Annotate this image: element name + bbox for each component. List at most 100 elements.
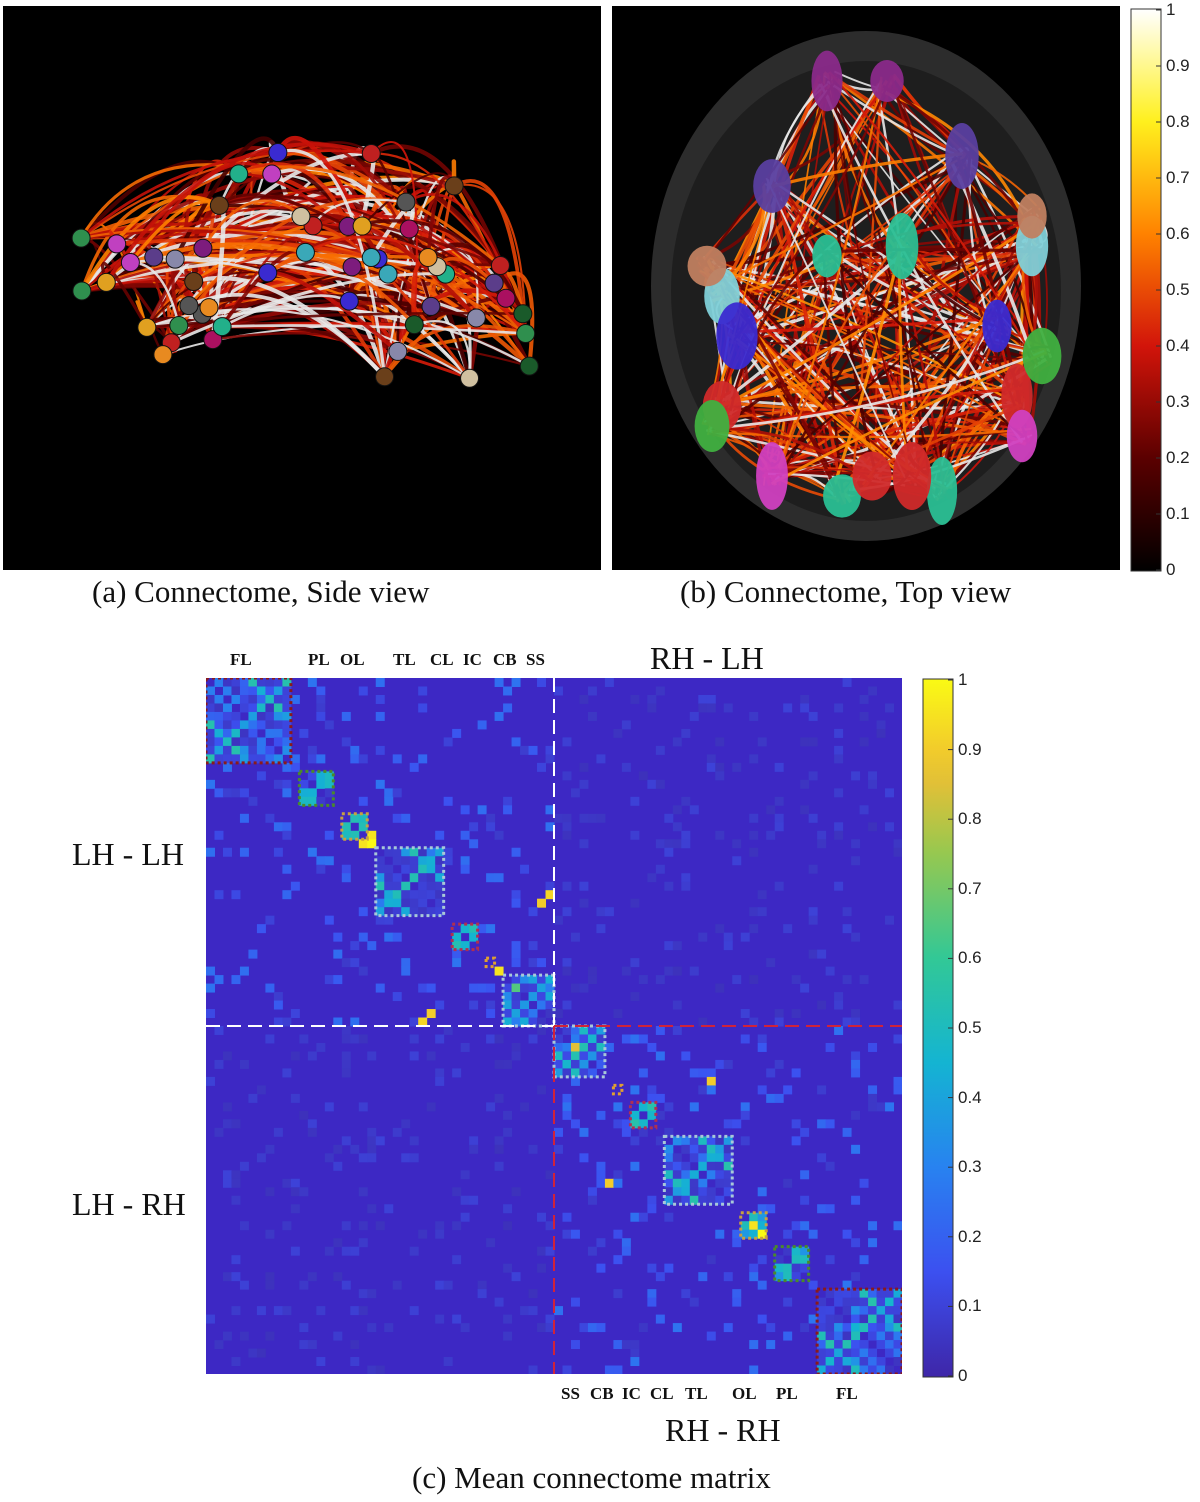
matrix-cell <box>800 1195 810 1205</box>
matrix-cell <box>206 711 215 721</box>
matrix-cell <box>885 822 895 832</box>
region-block-box <box>611 1083 624 1096</box>
matrix-cell <box>604 1365 614 1374</box>
quadrant-label-lh-rh: LH - RH <box>72 1186 186 1222</box>
matrix-cell <box>630 1340 640 1350</box>
matrix-cell <box>817 1297 827 1307</box>
brain-region-node <box>184 271 204 291</box>
matrix-cell <box>655 1272 665 1282</box>
matrix-cell <box>587 1042 597 1052</box>
matrix-cell <box>638 1212 648 1222</box>
matrix-cell <box>324 1102 334 1112</box>
matrix-cell <box>630 1034 640 1044</box>
matrix-cell <box>282 1068 292 1078</box>
matrix-cell <box>655 1314 665 1324</box>
matrix-cell <box>689 1297 699 1307</box>
matrix-cell <box>358 754 368 764</box>
matrix-cell <box>239 745 249 755</box>
matrix-cell <box>655 779 665 789</box>
matrix-cell <box>375 1136 385 1146</box>
matrix-cell <box>206 1009 215 1019</box>
matrix-cell <box>231 711 241 721</box>
matrix-cell <box>401 813 411 823</box>
matrix-cell <box>562 1093 572 1103</box>
matrix-cell <box>893 1034 902 1044</box>
matrix-cell <box>375 856 385 866</box>
matrix-cell <box>469 1144 479 1154</box>
matrix-cell <box>299 796 309 806</box>
matrix-cell <box>672 1136 682 1146</box>
matrix-cell <box>706 1153 716 1163</box>
matrix-cell <box>596 1059 606 1069</box>
matrix-cell <box>469 1136 479 1146</box>
matrix-cell <box>290 1246 300 1256</box>
matrix-cell <box>265 1331 275 1341</box>
fiber-bundles <box>695 70 1053 506</box>
matrix-cell <box>511 941 521 951</box>
matrix-cell <box>409 898 419 908</box>
matrix-cell <box>503 1263 513 1273</box>
matrix-cell <box>316 864 326 874</box>
colorbar-tick-label: 0.2 <box>958 1226 982 1246</box>
matrix-cell <box>613 1365 623 1374</box>
matrix-cell <box>486 1238 496 1248</box>
matrix-cell <box>435 1000 445 1010</box>
region-label-bottom: PL <box>776 1384 798 1403</box>
brain-region-blob <box>982 299 1012 353</box>
matrix-cell <box>392 754 402 764</box>
matrix-cell <box>791 1221 801 1231</box>
matrix-cell <box>562 1110 572 1120</box>
matrix-cell <box>893 1085 902 1095</box>
matrix-cell <box>511 975 521 985</box>
matrix-cell <box>859 1314 869 1324</box>
brain-region-node <box>388 341 408 361</box>
matrix-cell <box>723 941 733 951</box>
matrix-cell <box>537 1017 547 1027</box>
matrix-cell <box>842 1017 852 1027</box>
matrix-cell <box>206 737 215 747</box>
matrix-cell <box>384 881 394 891</box>
matrix-cell <box>655 839 665 849</box>
matrix-cell <box>842 1127 852 1137</box>
matrix-cell <box>384 788 394 798</box>
matrix-cell <box>885 1102 895 1112</box>
matrix-cell <box>256 720 266 730</box>
matrix-cell <box>214 745 224 755</box>
matrix-cell <box>316 711 326 721</box>
matrix-cell <box>579 813 589 823</box>
matrix-cell <box>868 1085 878 1095</box>
matrix-cell <box>868 1365 878 1374</box>
matrix-cell <box>460 1323 470 1333</box>
matrix-cell <box>817 1314 827 1324</box>
matrix-cell <box>273 686 283 696</box>
matrix-cell <box>868 771 878 781</box>
matrix-cell <box>885 1289 895 1299</box>
matrix-cell <box>851 771 861 781</box>
matrix-cell <box>358 1153 368 1163</box>
matrix-cell <box>409 856 419 866</box>
matrix-cell <box>222 720 232 730</box>
matrix-cell <box>842 1365 852 1374</box>
brain-region-node <box>484 273 504 293</box>
matrix-cell <box>316 856 326 866</box>
matrix-cell <box>307 1272 317 1282</box>
matrix-cell <box>672 1153 682 1163</box>
matrix-cell <box>774 1059 784 1069</box>
matrix-cell <box>596 1178 606 1188</box>
matrix-cell <box>570 1340 580 1350</box>
matrix-cell <box>460 941 470 951</box>
matrix-cell <box>834 1365 844 1374</box>
region-label-bottom: FL <box>836 1384 858 1403</box>
matrix-cell <box>222 762 232 772</box>
matrix-cell <box>401 881 411 891</box>
matrix-cell <box>503 686 513 696</box>
matrix-cell <box>273 822 283 832</box>
matrix-cell <box>206 754 215 764</box>
matrix-cell <box>562 822 572 832</box>
matrix-cell <box>681 1161 691 1171</box>
matrix-cell <box>868 1102 878 1112</box>
matrix-cell <box>783 1246 793 1256</box>
matrix-cell <box>214 678 224 687</box>
matrix-cell <box>358 1102 368 1112</box>
matrix-cell <box>672 1161 682 1171</box>
